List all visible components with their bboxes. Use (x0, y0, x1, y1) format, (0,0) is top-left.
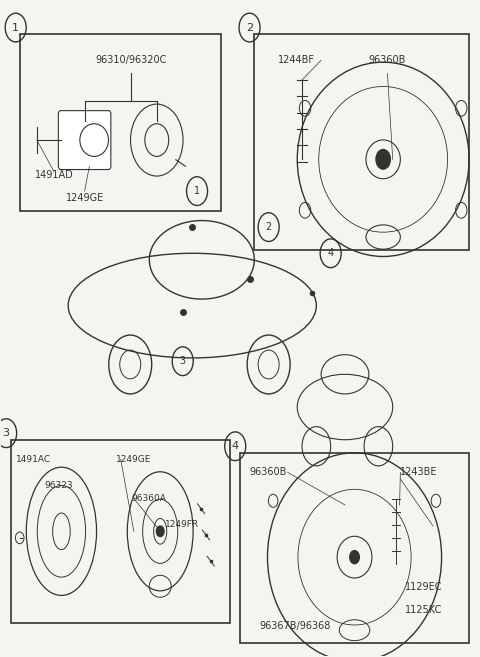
Circle shape (156, 526, 164, 537)
Bar (240, 453, 469, 643)
Text: 1249GE: 1249GE (116, 455, 152, 464)
Ellipse shape (80, 124, 108, 156)
Circle shape (350, 551, 360, 564)
Text: 1243BE: 1243BE (400, 467, 438, 478)
Text: 1244BF: 1244BF (278, 55, 315, 65)
Text: 1491AD: 1491AD (35, 170, 73, 180)
Text: 1249GE: 1249GE (65, 193, 104, 202)
Text: 1125KC: 1125KC (405, 605, 442, 615)
Bar (11, 440, 230, 623)
Text: 3: 3 (180, 356, 186, 366)
FancyBboxPatch shape (59, 110, 111, 170)
Text: 2: 2 (265, 222, 272, 232)
Text: 96323: 96323 (44, 481, 73, 490)
Text: 1491AC: 1491AC (16, 455, 51, 464)
Text: 96310/96320C: 96310/96320C (95, 55, 167, 65)
Text: 1249FR: 1249FR (165, 520, 199, 530)
Text: 4: 4 (328, 248, 334, 258)
Text: 1: 1 (194, 186, 200, 196)
Bar (254, 34, 469, 250)
Text: 1: 1 (12, 22, 19, 33)
Text: 96360A: 96360A (132, 494, 167, 503)
Text: 96367B/96368: 96367B/96368 (259, 621, 330, 631)
Circle shape (376, 150, 390, 169)
Text: 96360B: 96360B (369, 55, 406, 65)
Text: 3: 3 (3, 428, 10, 438)
Text: 2: 2 (246, 22, 253, 33)
Bar (21, 34, 221, 211)
Text: 4: 4 (232, 442, 239, 451)
Text: 96360B: 96360B (250, 467, 287, 478)
Text: 1129EC: 1129EC (405, 582, 443, 592)
